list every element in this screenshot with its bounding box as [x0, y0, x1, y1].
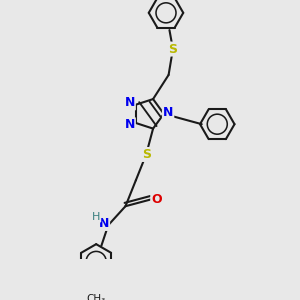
Text: N: N [124, 97, 135, 110]
Text: H: H [92, 212, 100, 222]
Text: O: O [151, 193, 162, 206]
Text: N: N [99, 217, 109, 230]
Text: CH₃: CH₃ [86, 294, 106, 300]
Text: N: N [124, 118, 135, 131]
Text: N: N [163, 106, 173, 119]
Text: S: S [168, 43, 177, 56]
Text: S: S [142, 148, 151, 161]
